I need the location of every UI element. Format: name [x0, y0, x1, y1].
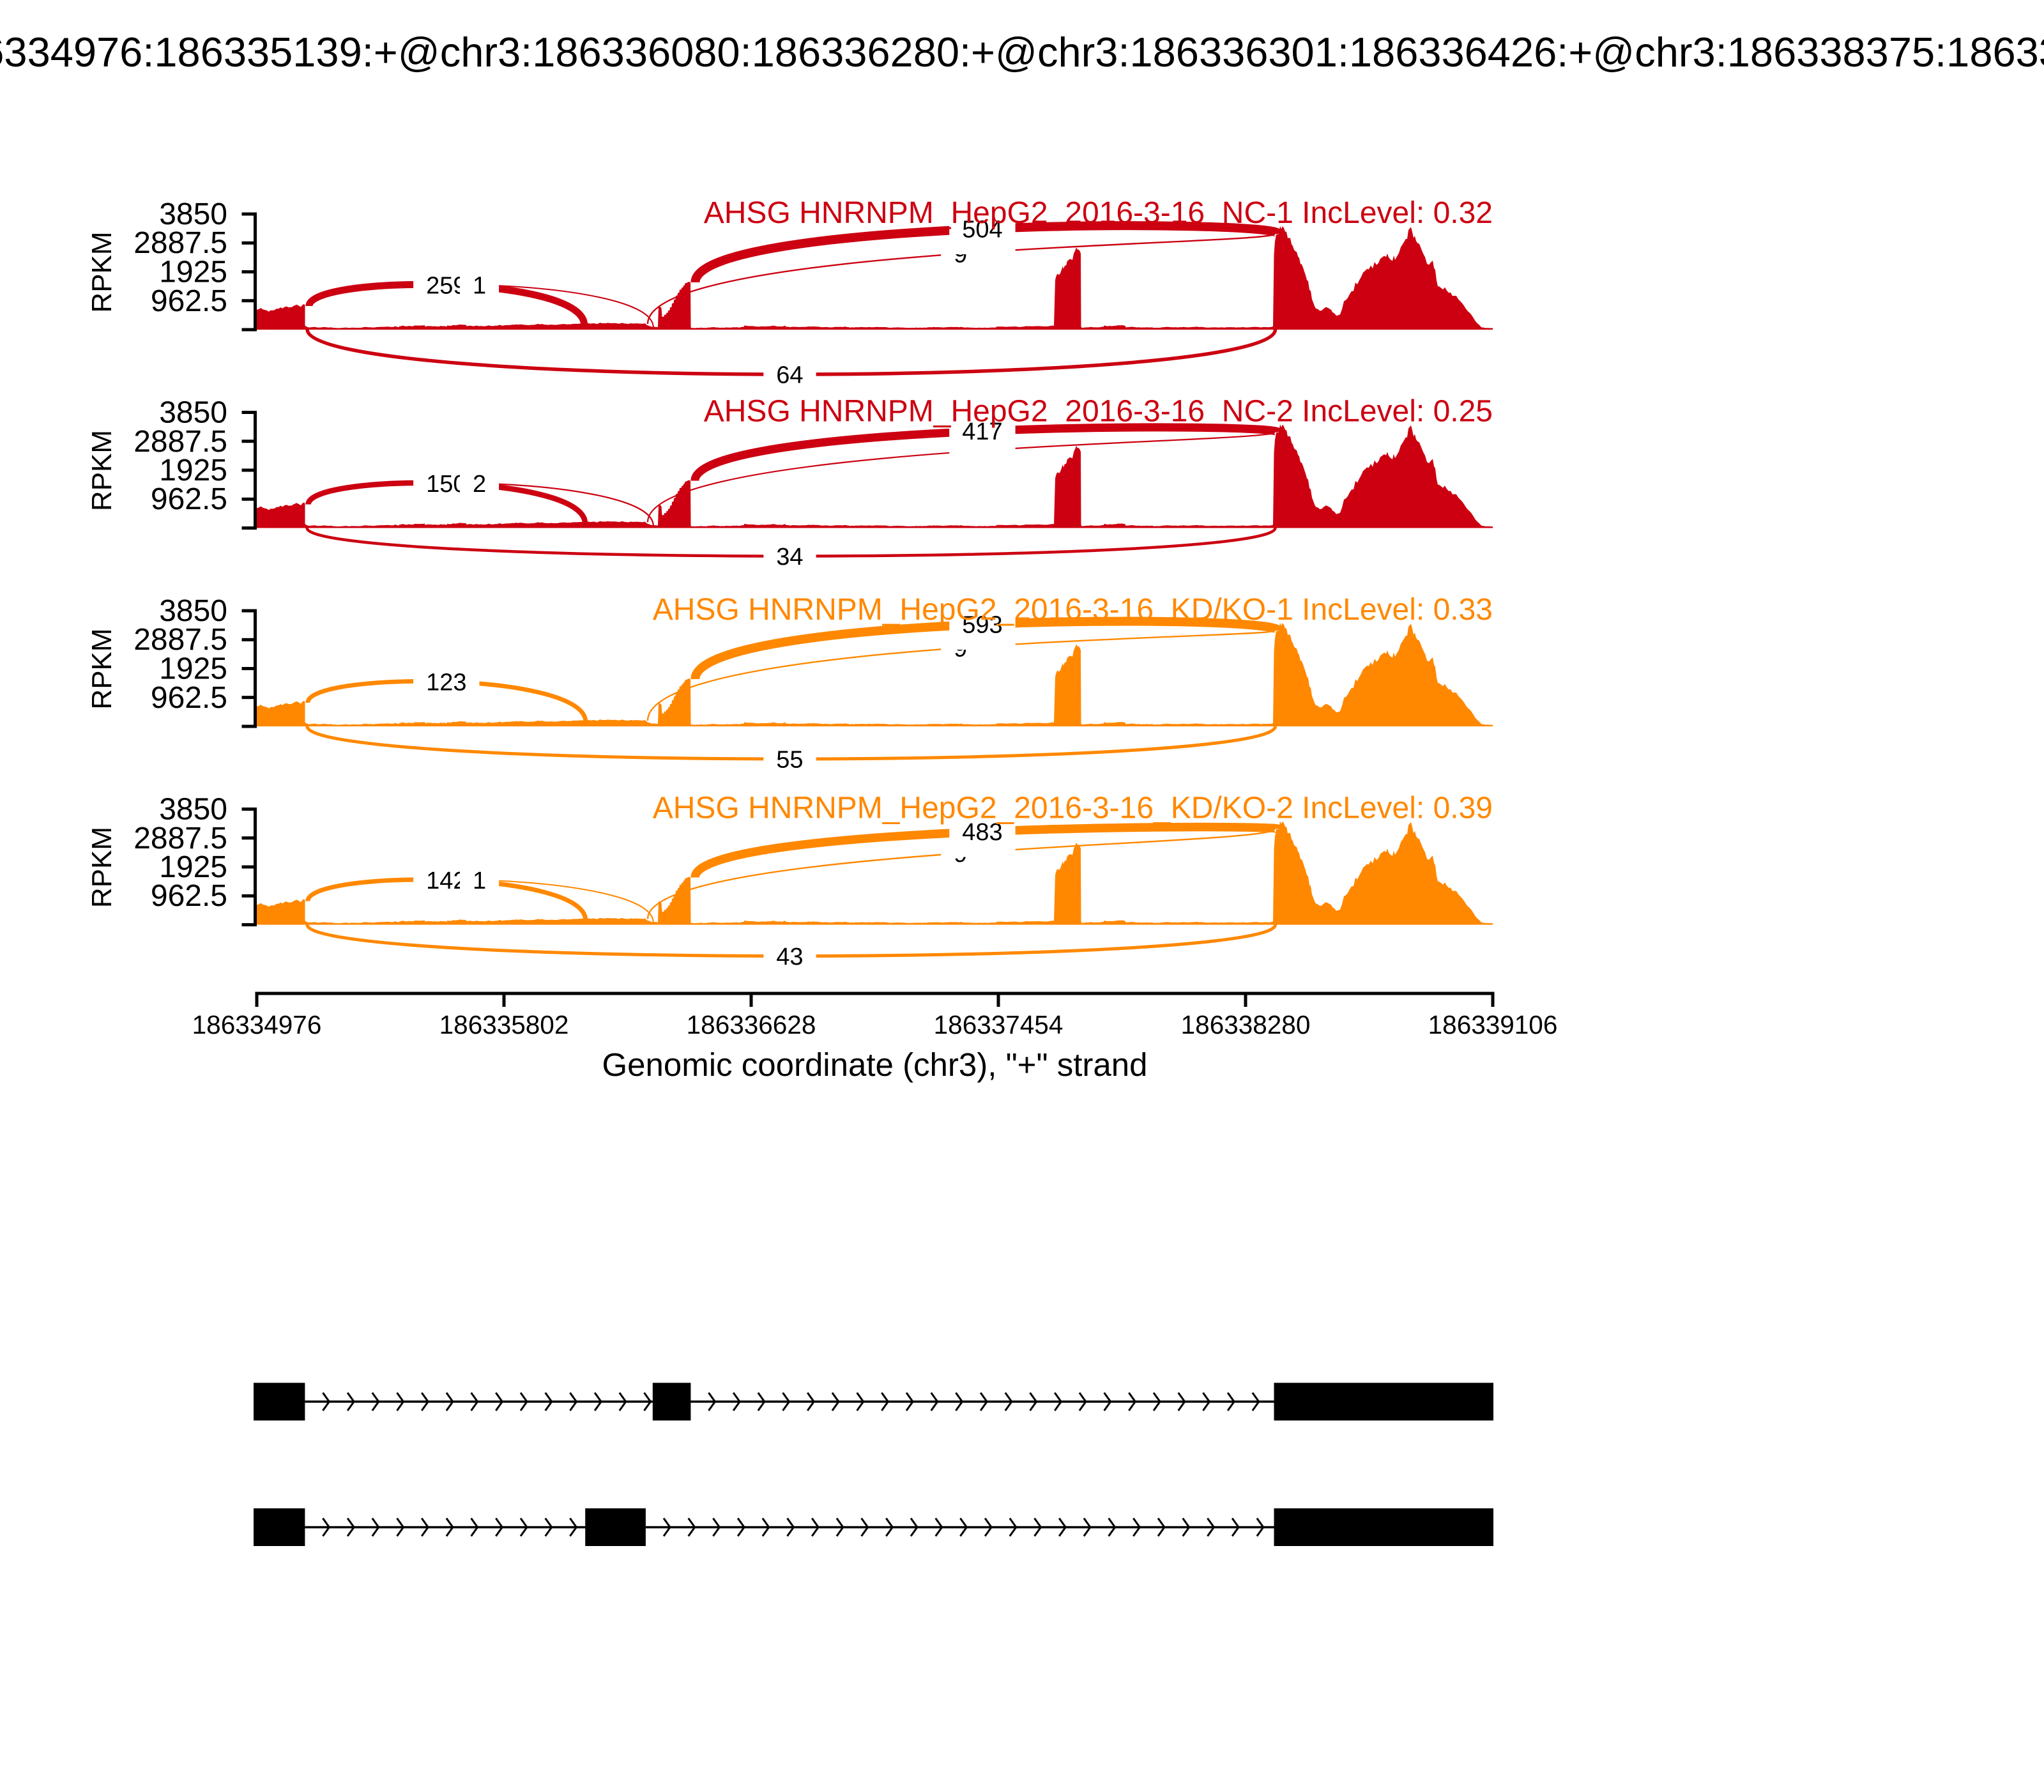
svg-text:1: 1	[473, 273, 486, 300]
svg-text:1925: 1925	[159, 850, 227, 884]
svg-text:AHSG HNRNPM_HepG2_2016-3-16_NC: AHSG HNRNPM_HepG2_2016-3-16_NC-2 IncLeve…	[704, 395, 1493, 429]
svg-text:Genomic coordinate (chr3), "+": Genomic coordinate (chr3), "+" strand	[602, 1046, 1147, 1083]
svg-text:1925: 1925	[159, 256, 227, 289]
svg-text:2887.5: 2887.5	[133, 425, 227, 459]
svg-text:55: 55	[776, 747, 803, 774]
svg-text:34: 34	[776, 544, 803, 571]
svg-text:chr3:186334976:186335139:+@chr: chr3:186334976:186335139:+@chr3:18633608…	[0, 29, 2044, 75]
svg-text:417: 417	[962, 418, 1002, 445]
svg-text:3850: 3850	[159, 793, 227, 827]
svg-text:142: 142	[426, 868, 466, 894]
svg-text:2887.5: 2887.5	[133, 226, 227, 260]
svg-text:186334976: 186334976	[192, 1010, 322, 1039]
svg-text:504: 504	[962, 217, 1002, 243]
svg-text:3850: 3850	[159, 396, 227, 430]
svg-text:43: 43	[776, 944, 803, 970]
svg-text:962.5: 962.5	[151, 284, 227, 318]
svg-text:AHSG HNRNPM_HepG2_2016-3-16_KD: AHSG HNRNPM_HepG2_2016-3-16_KD/KO-2 IncL…	[653, 792, 1493, 825]
svg-text:2887.5: 2887.5	[133, 623, 227, 657]
svg-text:150: 150	[426, 471, 466, 498]
svg-text:1925: 1925	[159, 454, 227, 487]
svg-text:259: 259	[426, 273, 466, 300]
svg-text:483: 483	[962, 819, 1002, 846]
svg-text:123: 123	[426, 670, 466, 696]
svg-text:RPKM: RPKM	[86, 827, 118, 908]
svg-text:1: 1	[473, 868, 486, 894]
svg-text:RPKM: RPKM	[86, 430, 118, 511]
svg-text:3850: 3850	[159, 197, 227, 231]
svg-text:186336628: 186336628	[687, 1010, 816, 1039]
svg-text:1925: 1925	[159, 652, 227, 686]
svg-text:186335802: 186335802	[439, 1010, 569, 1039]
svg-text:2887.5: 2887.5	[133, 822, 227, 855]
svg-text:64: 64	[776, 362, 803, 389]
svg-text:186337454: 186337454	[934, 1010, 1064, 1039]
svg-text:962.5: 962.5	[151, 482, 227, 516]
svg-text:RPKM: RPKM	[86, 231, 118, 312]
svg-text:AHSG HNRNPM_HepG2_2016-3-16_KD: AHSG HNRNPM_HepG2_2016-3-16_KD/KO-1 IncL…	[653, 593, 1493, 627]
svg-text:RPKM: RPKM	[86, 628, 118, 709]
svg-text:186339106: 186339106	[1428, 1010, 1558, 1039]
svg-text:186338280: 186338280	[1181, 1010, 1311, 1039]
svg-text:AHSG HNRNPM_HepG2_2016-3-16_NC: AHSG HNRNPM_HepG2_2016-3-16_NC-1 IncLeve…	[704, 196, 1493, 230]
svg-text:3850: 3850	[159, 594, 227, 628]
svg-text:593: 593	[962, 612, 1002, 639]
svg-text:2: 2	[473, 471, 486, 498]
svg-text:962.5: 962.5	[151, 681, 227, 715]
svg-text:962.5: 962.5	[151, 879, 227, 913]
